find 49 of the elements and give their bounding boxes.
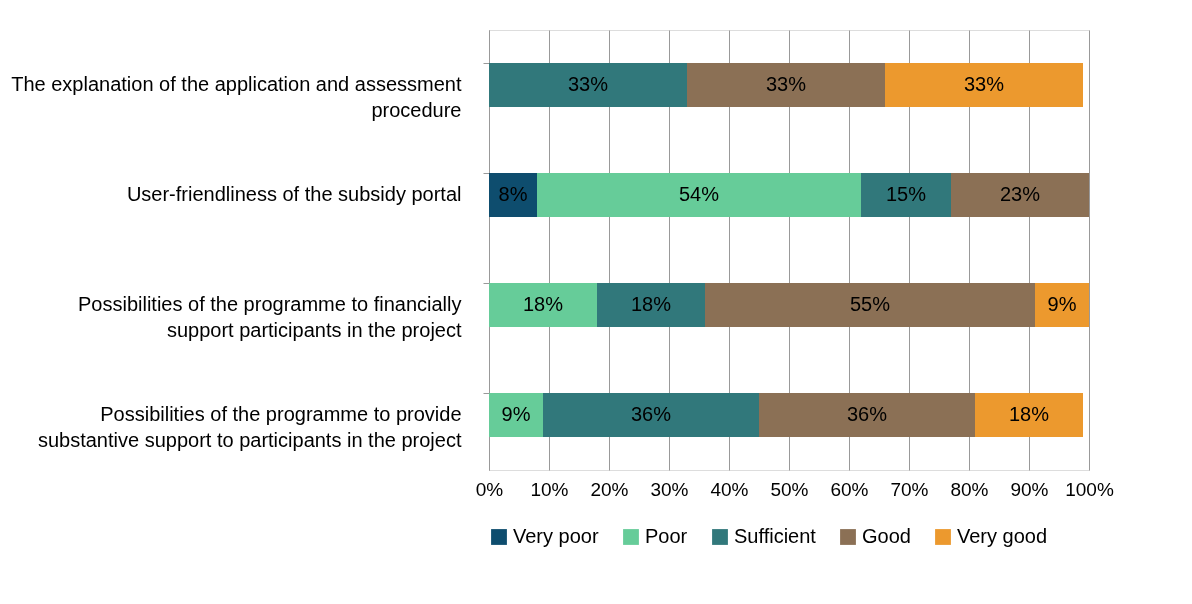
x-tick-label: 30%	[650, 478, 689, 500]
legend-label: Sufficient	[734, 525, 817, 547]
bar	[687, 63, 885, 107]
x-tick-label: 70%	[890, 478, 929, 500]
x-tick-label: 50%	[770, 478, 809, 500]
data-label: 33%	[765, 73, 807, 95]
data-label: 18%	[630, 293, 672, 315]
x-tick-label: 100%	[1065, 478, 1114, 500]
data-label: 54%	[678, 183, 720, 205]
bar	[885, 63, 1083, 107]
bar	[861, 173, 951, 217]
bar	[975, 393, 1083, 437]
bar	[489, 63, 687, 107]
bar	[543, 393, 759, 437]
data-label: 9%	[1047, 293, 1077, 315]
y-tick-label: Possibilities of the programme to provide substantive support to participants in the project	[37, 403, 462, 451]
data-label: 23%	[999, 183, 1041, 205]
y-tick-label: User-friendliness of the subsidy portal	[126, 183, 462, 205]
y-tick-label: The explanation of the application and assessment procedure	[11, 73, 462, 121]
data-label: 33%	[963, 73, 1005, 95]
data-label: 36%	[846, 403, 888, 425]
x-tick-label: 80%	[950, 478, 989, 500]
data-label: 8%	[498, 183, 528, 205]
x-tick-label: 60%	[830, 478, 869, 500]
data-label: 36%	[630, 403, 672, 425]
data-label: 9%	[501, 403, 531, 425]
bar	[705, 283, 1035, 327]
bar	[597, 283, 705, 327]
legend-label: Poor	[645, 525, 688, 547]
x-tick-label: 20%	[590, 478, 629, 500]
bar	[489, 393, 543, 437]
bar	[759, 393, 975, 437]
data-label: 33%	[567, 73, 609, 95]
x-tick-label: 10%	[530, 478, 569, 500]
bar	[1035, 283, 1089, 327]
data-label: 18%	[1008, 403, 1050, 425]
legend-label: Good	[862, 525, 911, 547]
legend-label: Very good	[957, 525, 1048, 547]
y-tick-label: Possibilities of the programme to financially support participants in the project	[77, 293, 462, 341]
data-label: 55%	[849, 293, 891, 315]
x-tick-label: 40%	[710, 478, 749, 500]
bar	[537, 173, 861, 217]
x-tick-label: 90%	[1010, 478, 1049, 500]
bar	[489, 283, 597, 327]
legend-label: Very poor	[513, 525, 599, 547]
data-label: 18%	[522, 293, 564, 315]
bar	[951, 173, 1089, 217]
x-tick-label: 0%	[475, 478, 504, 500]
data-label: 15%	[885, 183, 927, 205]
